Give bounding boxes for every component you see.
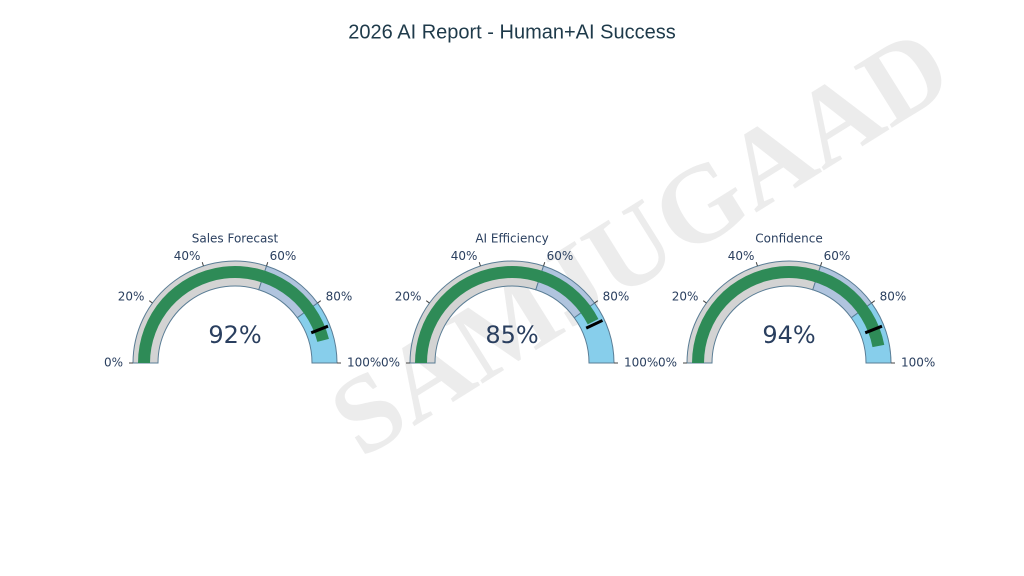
gauge-bar — [138, 265, 329, 363]
gauge-title: AI Efficiency — [475, 232, 548, 246]
tick-label: 20% — [395, 290, 422, 304]
tick-mark — [594, 300, 599, 304]
tick-mark — [702, 300, 707, 304]
threshold — [864, 324, 883, 335]
gauge-title: Sales Forecast — [192, 232, 279, 246]
gauge-bar — [415, 266, 599, 363]
tick-label: 100% — [347, 356, 381, 370]
tick-mark — [201, 262, 204, 267]
tick-label: 100% — [624, 356, 658, 370]
tick-label: 0% — [104, 356, 123, 370]
tick-mark — [871, 300, 876, 304]
tick-label: 40% — [728, 249, 755, 263]
gauge-bar — [692, 266, 885, 363]
tick-mark — [478, 262, 481, 267]
tick-label: 0% — [658, 356, 677, 370]
tick-label: 40% — [451, 249, 478, 263]
watermark: SAMJUGAAD — [310, 4, 971, 480]
tick-mark — [317, 300, 322, 304]
tick-mark — [148, 300, 153, 304]
tick-label: 80% — [880, 290, 907, 304]
gauge-value: 85% — [485, 321, 538, 349]
tick-label: 80% — [603, 290, 630, 304]
gauge-title: Confidence — [755, 232, 822, 246]
threshold — [310, 324, 329, 335]
tick-mark — [820, 262, 823, 267]
tick-label: 60% — [824, 249, 851, 263]
tick-mark — [755, 262, 758, 267]
tick-label: 0% — [381, 356, 400, 370]
threshold — [585, 319, 604, 330]
tick-label: 100% — [901, 356, 935, 370]
tick-label: 60% — [547, 249, 574, 263]
chart-title: 2026 AI Report - Human+AI Success — [348, 21, 675, 43]
tick-mark — [425, 300, 430, 304]
tick-mark — [543, 262, 546, 267]
tick-label: 40% — [174, 249, 201, 263]
tick-label: 60% — [270, 249, 297, 263]
tick-label: 20% — [672, 290, 699, 304]
tick-label: 20% — [118, 290, 145, 304]
gauge-value: 94% — [762, 321, 815, 349]
gauge-value: 92% — [208, 321, 261, 349]
tick-mark — [266, 262, 269, 267]
tick-label: 80% — [326, 290, 353, 304]
